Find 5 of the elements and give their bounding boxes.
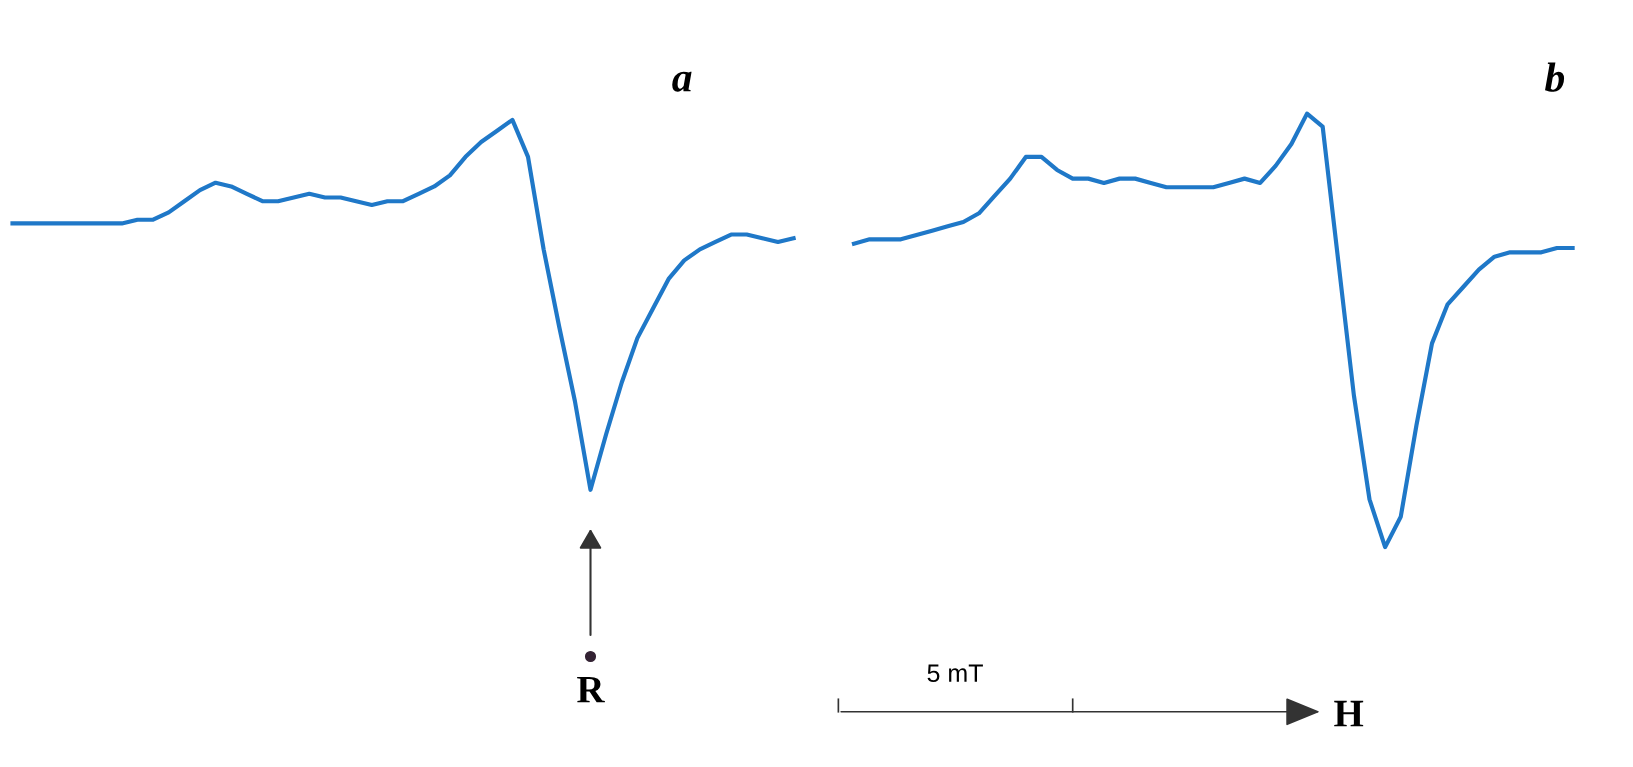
text: H (1334, 700, 1364, 727)
chart-title: a (672, 71, 692, 92)
text: 5 mT (927, 664, 983, 682)
chart-title: b (1545, 62, 1565, 92)
text: R (577, 676, 605, 703)
